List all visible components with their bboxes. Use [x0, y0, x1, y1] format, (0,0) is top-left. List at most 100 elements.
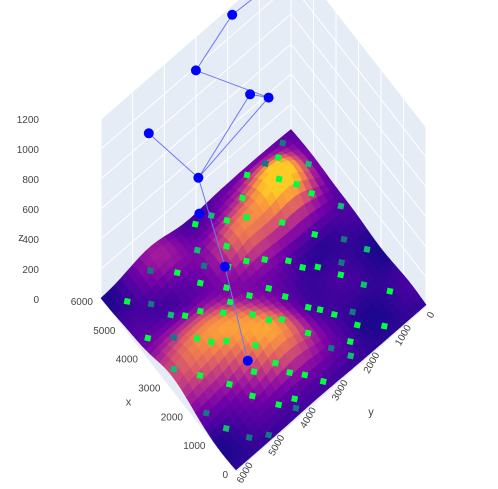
sensor-marker: [275, 175, 283, 183]
sensor-marker: [146, 267, 154, 275]
sensor-marker: [223, 216, 231, 224]
sensor-marker: [337, 202, 345, 210]
tree-node: [194, 208, 205, 219]
sensor-marker: [173, 269, 181, 277]
sensor-marker: [252, 341, 260, 349]
sensor-marker: [222, 424, 230, 432]
sensor-marker: [225, 380, 233, 388]
sensor-marker: [249, 310, 257, 319]
sensor-marker: [346, 338, 354, 346]
sensor-marker: [279, 139, 287, 147]
sensor-marker: [170, 333, 178, 341]
sensor-marker: [304, 303, 312, 311]
sensor-marker: [308, 189, 316, 197]
x-tick-label: 6000: [71, 297, 94, 308]
sensor-marker: [274, 153, 282, 162]
tree-node: [219, 261, 230, 272]
y-axis-title: y: [368, 407, 374, 419]
tree-node: [263, 92, 274, 103]
sensor-marker: [200, 262, 208, 270]
sensor-marker: [275, 401, 283, 409]
sensor-marker: [386, 287, 394, 295]
sensor-marker: [245, 292, 254, 300]
sensor-marker: [337, 271, 345, 279]
sensor-marker: [207, 338, 215, 346]
tree-edge: [198, 97, 269, 179]
sensor-marker: [265, 284, 273, 292]
sensor-marker: [181, 312, 189, 320]
sensor-marker: [196, 307, 204, 315]
sensor-marker: [167, 311, 175, 319]
tree-edge: [231, 0, 252, 16]
y-tick-label: 0: [425, 310, 438, 321]
sensor-marker: [265, 316, 273, 324]
tree-edge: [197, 177, 226, 267]
tree-edge: [195, 14, 233, 71]
sensor-marker: [242, 213, 251, 221]
tree-node: [242, 355, 253, 366]
sensor-marker: [380, 322, 388, 330]
tree-edge: [195, 69, 269, 99]
sensor-marker: [304, 329, 312, 337]
sensor-marker: [281, 293, 289, 301]
sensor-marker: [286, 369, 294, 377]
x-axis-title: x: [126, 397, 132, 409]
x-tick-label: 1000: [183, 441, 206, 452]
sensor-marker: [349, 308, 357, 316]
z-tick-label: 600: [22, 205, 39, 216]
x-tick-label: 5000: [93, 326, 116, 337]
tree-node: [193, 172, 204, 183]
sensor-marker: [360, 281, 368, 289]
tree-edge: [224, 266, 249, 361]
sensor-marker: [193, 246, 201, 254]
sensor-marker: [123, 297, 131, 305]
sensor-marker: [243, 171, 251, 179]
sensor-marker: [222, 337, 230, 345]
tree-edge: [197, 94, 251, 179]
sensor-marker: [248, 392, 256, 400]
sensor-marker: [278, 315, 286, 323]
sensor-marker: [261, 159, 269, 168]
sensor-marker: [304, 160, 313, 168]
x-tick-label: 4000: [116, 355, 139, 366]
sensor-marker: [170, 365, 178, 373]
z-tick-label: 1200: [17, 115, 40, 126]
sensor-marker: [147, 300, 155, 308]
z-tick-label: 1000: [17, 145, 40, 156]
x-tick-label: 3000: [138, 384, 161, 395]
z-tick-label: 400: [22, 235, 39, 246]
tree-node: [227, 9, 238, 20]
tree-path: [143, 0, 274, 366]
sensor-marker: [265, 431, 273, 439]
z-tick-label: 200: [22, 265, 39, 276]
sensor-marker: [316, 306, 324, 314]
tree-node: [143, 128, 154, 139]
tree-edge: [148, 132, 199, 179]
sensor-marker: [222, 284, 231, 292]
sensor-marker: [144, 334, 152, 342]
z-axis-title: z: [18, 232, 24, 244]
sensor-marker: [261, 256, 269, 264]
tree-node: [245, 89, 256, 100]
tree-node: [190, 65, 201, 76]
sensor-marker: [202, 409, 210, 417]
sensor-marker: [284, 257, 292, 265]
surface-cell: [231, 458, 243, 471]
sensor-marker: [330, 310, 338, 319]
sensor-marker: [292, 180, 301, 188]
sensor-marker: [271, 359, 280, 367]
z-tick-label: 0: [33, 295, 39, 306]
sensor-marker: [223, 242, 231, 250]
sensor-markers: [123, 139, 394, 441]
sensor-marker: [238, 194, 247, 202]
sensor-marker: [196, 279, 204, 287]
sensor-marker: [193, 334, 201, 342]
sensor-marker: [319, 377, 327, 385]
sensor-marker: [353, 321, 361, 329]
x-tick-label: 2000: [161, 412, 184, 423]
sensor-marker: [226, 298, 234, 306]
sensor-marker: [299, 263, 307, 271]
sensor-marker: [196, 371, 204, 379]
sensor-marker: [311, 230, 319, 238]
